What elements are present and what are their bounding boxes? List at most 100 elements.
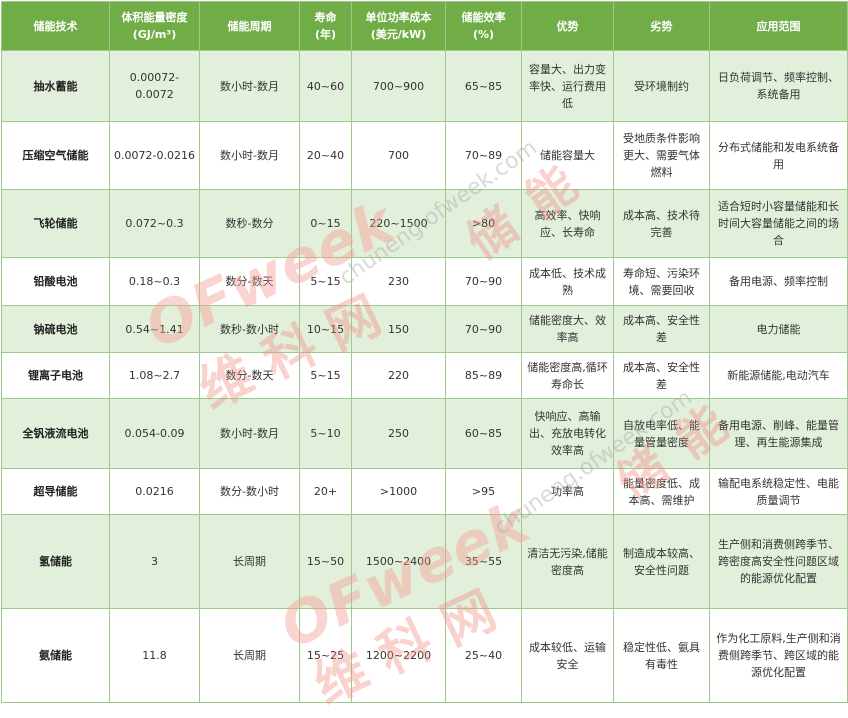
table-cell: 数小时-数月 [199, 50, 300, 122]
table-cell: >95 [445, 468, 522, 515]
table-cell: 70~90 [445, 257, 522, 306]
table-cell: 25~40 [445, 608, 522, 703]
table-cell: 11.8 [109, 608, 200, 703]
table-cell: 0~15 [299, 189, 352, 258]
column-header-text: 应用范围 [756, 19, 801, 33]
column-header: 储能周期 [199, 1, 300, 51]
table-row: 压缩空气储能 0.0072-0.0216 数小时-数月 20~40 700 70~89 储能… [1, 121, 848, 190]
table-cell: 150 [351, 305, 446, 353]
table-cell: 快响应、高输出、充放电转化效率高 [521, 398, 614, 469]
table-cell: 成本高、安全性差 [613, 305, 710, 353]
table-row: 飞轮储能 0.072~0.3 数秒-数分 0~15 220~1500 >80 高效率、快响应… [1, 189, 848, 258]
table-cell: >80 [445, 189, 522, 258]
table-row: 铅酸电池 0.18~0.3 数分-数天 5~15 230 70~90 成本低、技术成熟 寿命短… [1, 257, 848, 306]
column-header-text: (%) [472, 28, 495, 41]
table-cell: >1000 [351, 468, 446, 515]
table-cell: 0.072~0.3 [109, 189, 200, 258]
column-header-text: (美元/kW) [370, 28, 427, 41]
table-cell: 成本低、技术成熟 [521, 257, 614, 306]
table-row: 超导储能 0.0216 数分-数小时 20+ >1000 >95 功率高 能量密度低、成本高、… [1, 468, 848, 515]
column-header: 劣势 [613, 1, 710, 51]
table-cell: 5~15 [299, 257, 352, 306]
technology-name: 氨储能 [1, 608, 110, 703]
table-cell: 220~1500 [351, 189, 446, 258]
technology-name: 钠硫电池 [1, 305, 110, 353]
table-row: 全钒液流电池 0.054-0.09 数小时-数月 5~10 250 60~85 快响应、高输… [1, 398, 848, 469]
table-cell: 85~89 [445, 352, 522, 399]
table-cell: 作为化工原料,生产侧和消费侧跨季节、跨区域的能源优化配置 [709, 608, 848, 703]
table-cell: 输配电系统稳定性、电能质量调节 [709, 468, 848, 515]
table-cell: 数分-数小时 [199, 468, 300, 515]
table-cell: 储能密度高,循环寿命长 [521, 352, 614, 399]
table-row: 氢储能 3 长周期 15~50 1500~2400 35~55 清洁无污染,储能密度高 制造成… [1, 514, 848, 609]
table-cell: 电力储能 [709, 305, 848, 353]
column-header-text: (年) [314, 28, 337, 41]
column-header-text: 储能效率 [461, 11, 506, 24]
table-cell: 受地质条件影响更大、需要气体燃料 [613, 121, 710, 190]
table-cell: 5~15 [299, 352, 352, 399]
table-cell: 3 [109, 514, 200, 609]
header-row: 储能技术 体积能量密度 (GJ/m³) 储能周期 寿命 (年) 单位功率成本 (美元/kW) 储… [1, 1, 848, 51]
table-cell: 0.18~0.3 [109, 257, 200, 306]
table-cell: 20+ [299, 468, 352, 515]
table-cell: 15~50 [299, 514, 352, 609]
table-cell: 自放电率低、能量管量密度 [613, 398, 710, 469]
column-header: 体积能量密度 (GJ/m³) [109, 1, 200, 51]
table-cell: 35~55 [445, 514, 522, 609]
table-cell: 适合短时小容量储能和长时间大容量储能之间的场合 [709, 189, 848, 258]
table-row: 氨储能 11.8 长周期 15~25 1200~2200 25~40 成本较低、运输安全 稳定… [1, 608, 848, 703]
table-cell: 70~89 [445, 121, 522, 190]
table-cell: 新能源储能,电动汽车 [709, 352, 848, 399]
table-cell: 1200~2200 [351, 608, 446, 703]
column-header-text: 劣势 [650, 19, 673, 33]
table-cell: 1.08~2.7 [109, 352, 200, 399]
column-header: 单位功率成本 (美元/kW) [351, 1, 446, 51]
table-cell: 成本高、技术待完善 [613, 189, 710, 258]
column-header: 储能效率 (%) [445, 1, 522, 51]
energy-storage-table: 储能技术 体积能量密度 (GJ/m³) 储能周期 寿命 (年) 单位功率成本 (美元/kW) 储… [1, 1, 848, 703]
table-cell: 数分-数天 [199, 352, 300, 399]
table-cell: 700 [351, 121, 446, 190]
table-cell: 0.54~1.41 [109, 305, 200, 353]
table-cell: 备用电源、削峰、能量管理、再生能源集成 [709, 398, 848, 469]
table-row: 抽水蓄能 0.00072-0.0072 数小时-数月 40~60 700~900 65~8… [1, 50, 848, 122]
column-header: 应用范围 [709, 1, 848, 51]
column-header-text: 储能周期 [227, 19, 272, 33]
table-cell: 成本高、安全性差 [613, 352, 710, 399]
table-cell: 日负荷调节、频率控制、系统备用 [709, 50, 848, 122]
column-header-text: (GJ/m³) [132, 28, 177, 41]
table-cell: 受环境制约 [613, 50, 710, 122]
table-cell: 230 [351, 257, 446, 306]
table-cell: 65~85 [445, 50, 522, 122]
technology-name: 锂离子电池 [1, 352, 110, 399]
table-cell: 0.0072-0.0216 [109, 121, 200, 190]
column-header: 寿命 (年) [299, 1, 352, 51]
column-header-text: 寿命 [314, 11, 337, 24]
table-cell: 数秒-数分 [199, 189, 300, 258]
table-cell: 0.054-0.09 [109, 398, 200, 469]
table-cell: 分布式储能和发电系统备用 [709, 121, 848, 190]
table-cell: 1500~2400 [351, 514, 446, 609]
technology-name: 超导储能 [1, 468, 110, 515]
technology-name: 铅酸电池 [1, 257, 110, 306]
table-cell: 70~90 [445, 305, 522, 353]
column-header-text: 储能技术 [33, 19, 78, 33]
technology-name: 抽水蓄能 [1, 50, 110, 122]
table-cell: 长周期 [199, 514, 300, 609]
table-cell: 0.00072-0.0072 [109, 50, 200, 122]
column-header: 优势 [521, 1, 614, 51]
column-header: 储能技术 [1, 1, 110, 51]
table-cell: 长周期 [199, 608, 300, 703]
table-cell: 60~85 [445, 398, 522, 469]
table-cell: 寿命短、污染环境、需要回收 [613, 257, 710, 306]
column-header-text: 体积能量密度 [121, 11, 188, 24]
table-cell: 15~25 [299, 608, 352, 703]
table-cell: 20~40 [299, 121, 352, 190]
technology-name: 飞轮储能 [1, 189, 110, 258]
table-cell: 5~10 [299, 398, 352, 469]
table-cell: 数小时-数月 [199, 121, 300, 190]
table-cell: 清洁无污染,储能密度高 [521, 514, 614, 609]
table-cell: 700~900 [351, 50, 446, 122]
table-cell: 制造成本较高、安全性问题 [613, 514, 710, 609]
table-cell: 能量密度低、成本高、需维护 [613, 468, 710, 515]
